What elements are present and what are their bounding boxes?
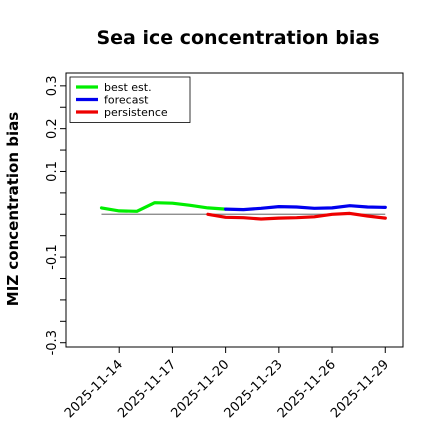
y-tick-label: -0.3 [45,330,60,355]
y-axis-ticks: 0.3 0.2 0.1 -0.1 -0.3 [45,76,66,355]
legend-label: persistence [104,106,168,119]
y-axis-label: MIZ concentration bias [4,112,22,306]
y-tick-label: 0.2 [45,118,60,139]
chart-title: Sea ice concentration bias [96,27,379,49]
legend-label: forecast [104,94,149,107]
y-tick-label: -0.1 [45,244,60,269]
series-line-forecast [224,204,387,212]
y-tick-label: 0.3 [45,76,60,97]
legend-label: best est. [104,81,152,94]
series-line-persistence [206,211,387,221]
plot-frame [65,72,404,348]
series-line-best-est [99,201,228,213]
x-axis-ticks: 2025-11-142025-11-172025-11-202025-11-23… [62,347,392,421]
plot-series [99,201,387,221]
y-tick-label: 0.1 [45,161,60,182]
